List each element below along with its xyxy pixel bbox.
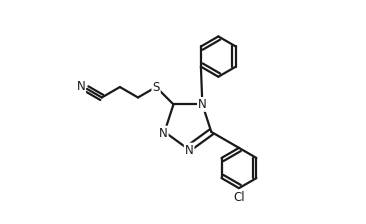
Text: S: S [152, 80, 160, 94]
Text: Cl: Cl [233, 191, 245, 204]
Text: N: N [185, 144, 194, 157]
Text: N: N [76, 80, 85, 93]
Text: N: N [198, 98, 207, 111]
Text: N: N [159, 127, 168, 140]
